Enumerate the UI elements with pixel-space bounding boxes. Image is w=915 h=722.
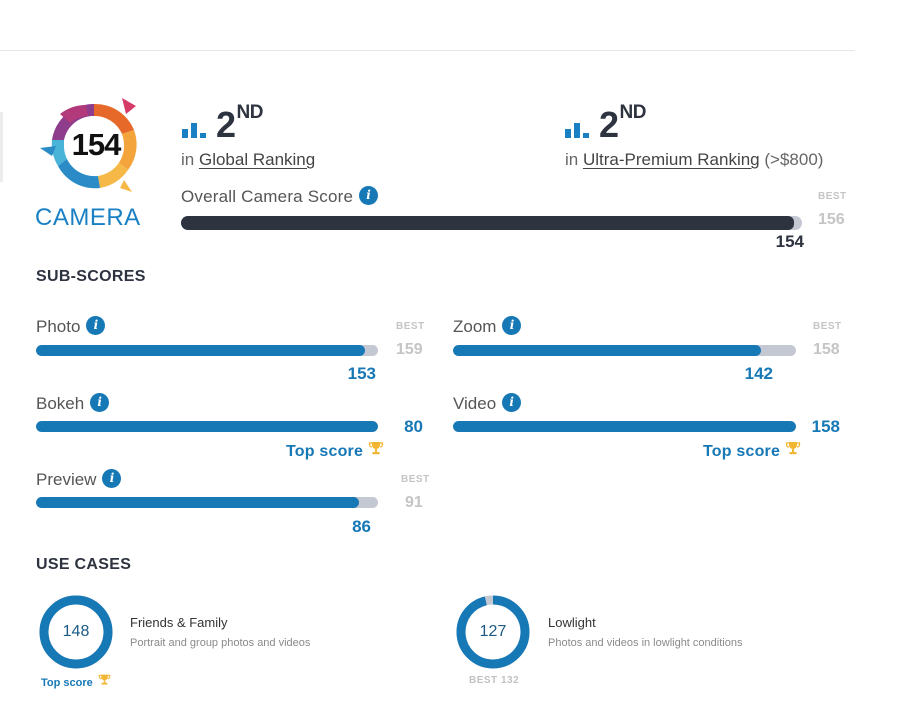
top-divider (0, 50, 855, 51)
overall-score-fill (181, 216, 794, 230)
lowlight-desc: Photos and videos in lowlight conditions (548, 637, 743, 649)
overall-score-bar (181, 216, 802, 230)
info-icon[interactable]: i (502, 316, 522, 336)
lowlight-score: 127 (479, 623, 507, 640)
video-score-bar (453, 421, 796, 432)
photo-score-fill (36, 345, 365, 356)
bokeh-score-bar (36, 421, 378, 432)
global-rank-caption: in Global Ranking (181, 150, 316, 169)
bokeh-score-fill (36, 421, 378, 432)
photo-score-bar (36, 345, 378, 356)
photo-best-label: BEST (396, 321, 425, 332)
camera-score: 154 (71, 127, 122, 162)
preview-best-label: BEST (401, 474, 430, 485)
use-cases-title: USE CASES (36, 556, 132, 573)
overall-score-value: 154 (775, 232, 804, 251)
friends-family-desc: Portrait and group photos and videos (130, 637, 311, 649)
segment-rank-caption: in Ultra-Premium Ranking (>$800) (565, 150, 824, 169)
ranking-bars-icon (182, 122, 206, 138)
preview-best-value: 91 (405, 494, 423, 511)
info-icon[interactable]: i (86, 316, 106, 336)
info-icon[interactable]: i (359, 186, 379, 206)
bokeh-label: Bokeh i (36, 393, 110, 414)
ranking-bars-icon (565, 122, 589, 138)
photo-score-value: 153 (347, 364, 376, 383)
video-top-score: Top score (703, 440, 801, 461)
photo-best-value: 159 (396, 341, 423, 358)
zoom-best-value: 158 (813, 341, 840, 358)
friends-family-ring (39, 595, 113, 669)
sub-scores-title: SUB-SCORES (36, 268, 146, 285)
overall-best-label: BEST (818, 191, 847, 202)
preview-score-bar (36, 497, 378, 508)
video-score-value: 158 (811, 417, 840, 436)
preview-score-fill (36, 497, 360, 508)
friends-family-title: Friends & Family (130, 615, 228, 630)
video-score-fill (453, 421, 796, 432)
lowlight-ring-fill (456, 595, 530, 669)
photo-label: Photo i (36, 316, 106, 337)
preview-label: Preview i (36, 469, 122, 490)
trophy-icon (98, 673, 111, 689)
info-icon[interactable]: i (102, 469, 122, 489)
preview-score-value: 86 (352, 517, 371, 536)
friends-family-ring-fill (39, 595, 113, 669)
camera-label: CAMERA (35, 204, 141, 231)
lowlight-title: Lowlight (548, 615, 596, 630)
bokeh-top-score: Top score (286, 440, 384, 461)
zoom-best-label: BEST (813, 321, 842, 332)
friends-family-score: 148 (62, 623, 90, 640)
overall-best-value: 156 (818, 211, 845, 228)
bokeh-score-value: 80 (404, 417, 423, 436)
info-icon[interactable]: i (90, 393, 110, 413)
lowlight-ring (456, 595, 530, 669)
video-label: Video i (453, 393, 522, 414)
zoom-label: Zoom i (453, 316, 522, 337)
segment-ranking-link[interactable]: Ultra-Premium Ranking (582, 150, 760, 169)
left-edge-marker (0, 112, 3, 182)
camera-score-badge-icon (40, 98, 137, 192)
zoom-score-bar (453, 345, 796, 356)
zoom-score-fill (453, 345, 762, 356)
global-rank: 2ND (216, 102, 263, 145)
friends-family-top-score: Top score (41, 673, 111, 689)
lowlight-best: BEST 132 (469, 675, 520, 686)
zoom-score-value: 142 (744, 364, 773, 383)
segment-rank: 2ND (599, 102, 646, 145)
global-ranking-link[interactable]: Global Ranking (198, 150, 316, 169)
overall-camera-score-label: Overall Camera Score i (181, 186, 379, 207)
trophy-icon (368, 440, 384, 461)
trophy-icon (785, 440, 801, 461)
info-icon[interactable]: i (502, 393, 522, 413)
